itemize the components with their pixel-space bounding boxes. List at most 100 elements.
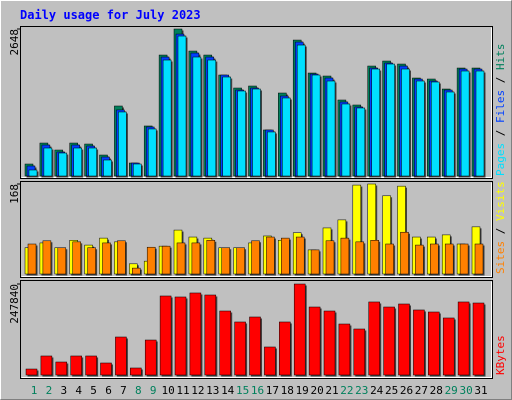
legend-entry: Files bbox=[494, 90, 507, 123]
y-tick-label: 2648 bbox=[8, 29, 21, 56]
bar bbox=[88, 147, 97, 177]
bar bbox=[264, 346, 276, 376]
legend: Pages / Files / Hits bbox=[494, 44, 507, 177]
bar bbox=[474, 243, 484, 275]
x-tick-label: 29 bbox=[445, 384, 458, 397]
legend: Sites / Visits bbox=[494, 181, 507, 274]
bar bbox=[356, 107, 366, 177]
legend-entry: Visits bbox=[494, 181, 507, 221]
bar bbox=[444, 243, 454, 275]
bar bbox=[457, 301, 470, 376]
bar bbox=[73, 147, 82, 177]
bar bbox=[413, 309, 425, 376]
bar bbox=[416, 80, 425, 177]
bar bbox=[144, 339, 157, 376]
bar bbox=[206, 240, 216, 275]
bar bbox=[237, 90, 246, 177]
bar bbox=[192, 56, 202, 177]
bar bbox=[251, 240, 260, 275]
x-tick-label: 22 bbox=[340, 384, 353, 397]
x-tick-label: 3 bbox=[60, 384, 67, 397]
bar bbox=[386, 63, 395, 177]
x-tick-label: 7 bbox=[120, 384, 127, 397]
bar bbox=[70, 355, 82, 376]
bar bbox=[72, 241, 81, 275]
x-tick-label: 10 bbox=[161, 384, 174, 397]
bar bbox=[431, 81, 440, 177]
x-tick-label: 31 bbox=[474, 384, 487, 397]
bar bbox=[103, 159, 112, 177]
bar bbox=[87, 247, 96, 275]
x-tick-label: 14 bbox=[221, 384, 235, 397]
bar bbox=[398, 303, 410, 376]
bar bbox=[102, 242, 111, 275]
bar bbox=[383, 306, 395, 376]
bar bbox=[355, 241, 365, 275]
bar bbox=[368, 301, 380, 376]
bar bbox=[42, 240, 52, 275]
bar bbox=[279, 321, 291, 376]
x-tick-label: 21 bbox=[325, 384, 338, 397]
bar bbox=[57, 247, 67, 275]
bar bbox=[296, 44, 306, 177]
bar bbox=[132, 267, 141, 275]
bar bbox=[40, 355, 53, 376]
bar bbox=[428, 311, 440, 376]
bar bbox=[85, 355, 97, 376]
bar bbox=[27, 243, 37, 275]
bar bbox=[442, 317, 455, 376]
x-tick-label: 24 bbox=[370, 384, 384, 397]
legend-entry: KBytes bbox=[494, 335, 507, 375]
bar bbox=[219, 310, 231, 376]
bar bbox=[118, 111, 127, 177]
legend-separator: / bbox=[494, 221, 507, 241]
panel-bevel bbox=[21, 182, 492, 277]
bar bbox=[191, 242, 201, 275]
bar bbox=[430, 243, 439, 275]
x-tick-label: 18 bbox=[281, 384, 294, 397]
bar bbox=[460, 70, 470, 177]
bar bbox=[445, 91, 455, 177]
bar bbox=[341, 103, 351, 177]
bar bbox=[338, 323, 351, 376]
x-tick-label: 27 bbox=[415, 384, 428, 397]
bar bbox=[25, 368, 38, 376]
bar bbox=[234, 321, 246, 376]
x-tick-label: 12 bbox=[191, 384, 204, 397]
bar bbox=[385, 243, 394, 275]
x-tick-label: 19 bbox=[296, 384, 309, 397]
bar bbox=[55, 361, 68, 376]
x-tick-label: 17 bbox=[266, 384, 279, 397]
bar bbox=[308, 306, 321, 376]
bar bbox=[281, 237, 290, 275]
x-tick-label: 25 bbox=[385, 384, 398, 397]
legend-entry: Sites bbox=[494, 241, 507, 274]
bar bbox=[415, 244, 424, 275]
bar bbox=[323, 310, 336, 376]
bar bbox=[221, 247, 230, 275]
bar bbox=[133, 163, 142, 177]
bar bbox=[326, 80, 336, 177]
bar bbox=[28, 169, 38, 177]
x-tick-label: 5 bbox=[90, 384, 97, 397]
x-tick-label: 28 bbox=[430, 384, 443, 397]
bar bbox=[58, 152, 68, 177]
legend-entry: Hits bbox=[494, 44, 507, 71]
legend-separator: / bbox=[494, 123, 507, 143]
x-tick-label: 2 bbox=[46, 384, 53, 397]
x-tick-label: 15 bbox=[236, 384, 249, 397]
x-tick-label: 6 bbox=[105, 384, 112, 397]
x-tick-label: 4 bbox=[75, 384, 82, 397]
legend-entry: Pages bbox=[494, 143, 507, 176]
bar bbox=[174, 296, 187, 376]
bar bbox=[147, 128, 157, 177]
bar bbox=[159, 295, 172, 376]
bar bbox=[146, 246, 156, 275]
y-tick-label: 247840 bbox=[8, 284, 21, 324]
panel-bevel bbox=[21, 281, 492, 378]
bar bbox=[266, 236, 275, 275]
bar bbox=[177, 35, 187, 177]
bar bbox=[401, 68, 410, 177]
